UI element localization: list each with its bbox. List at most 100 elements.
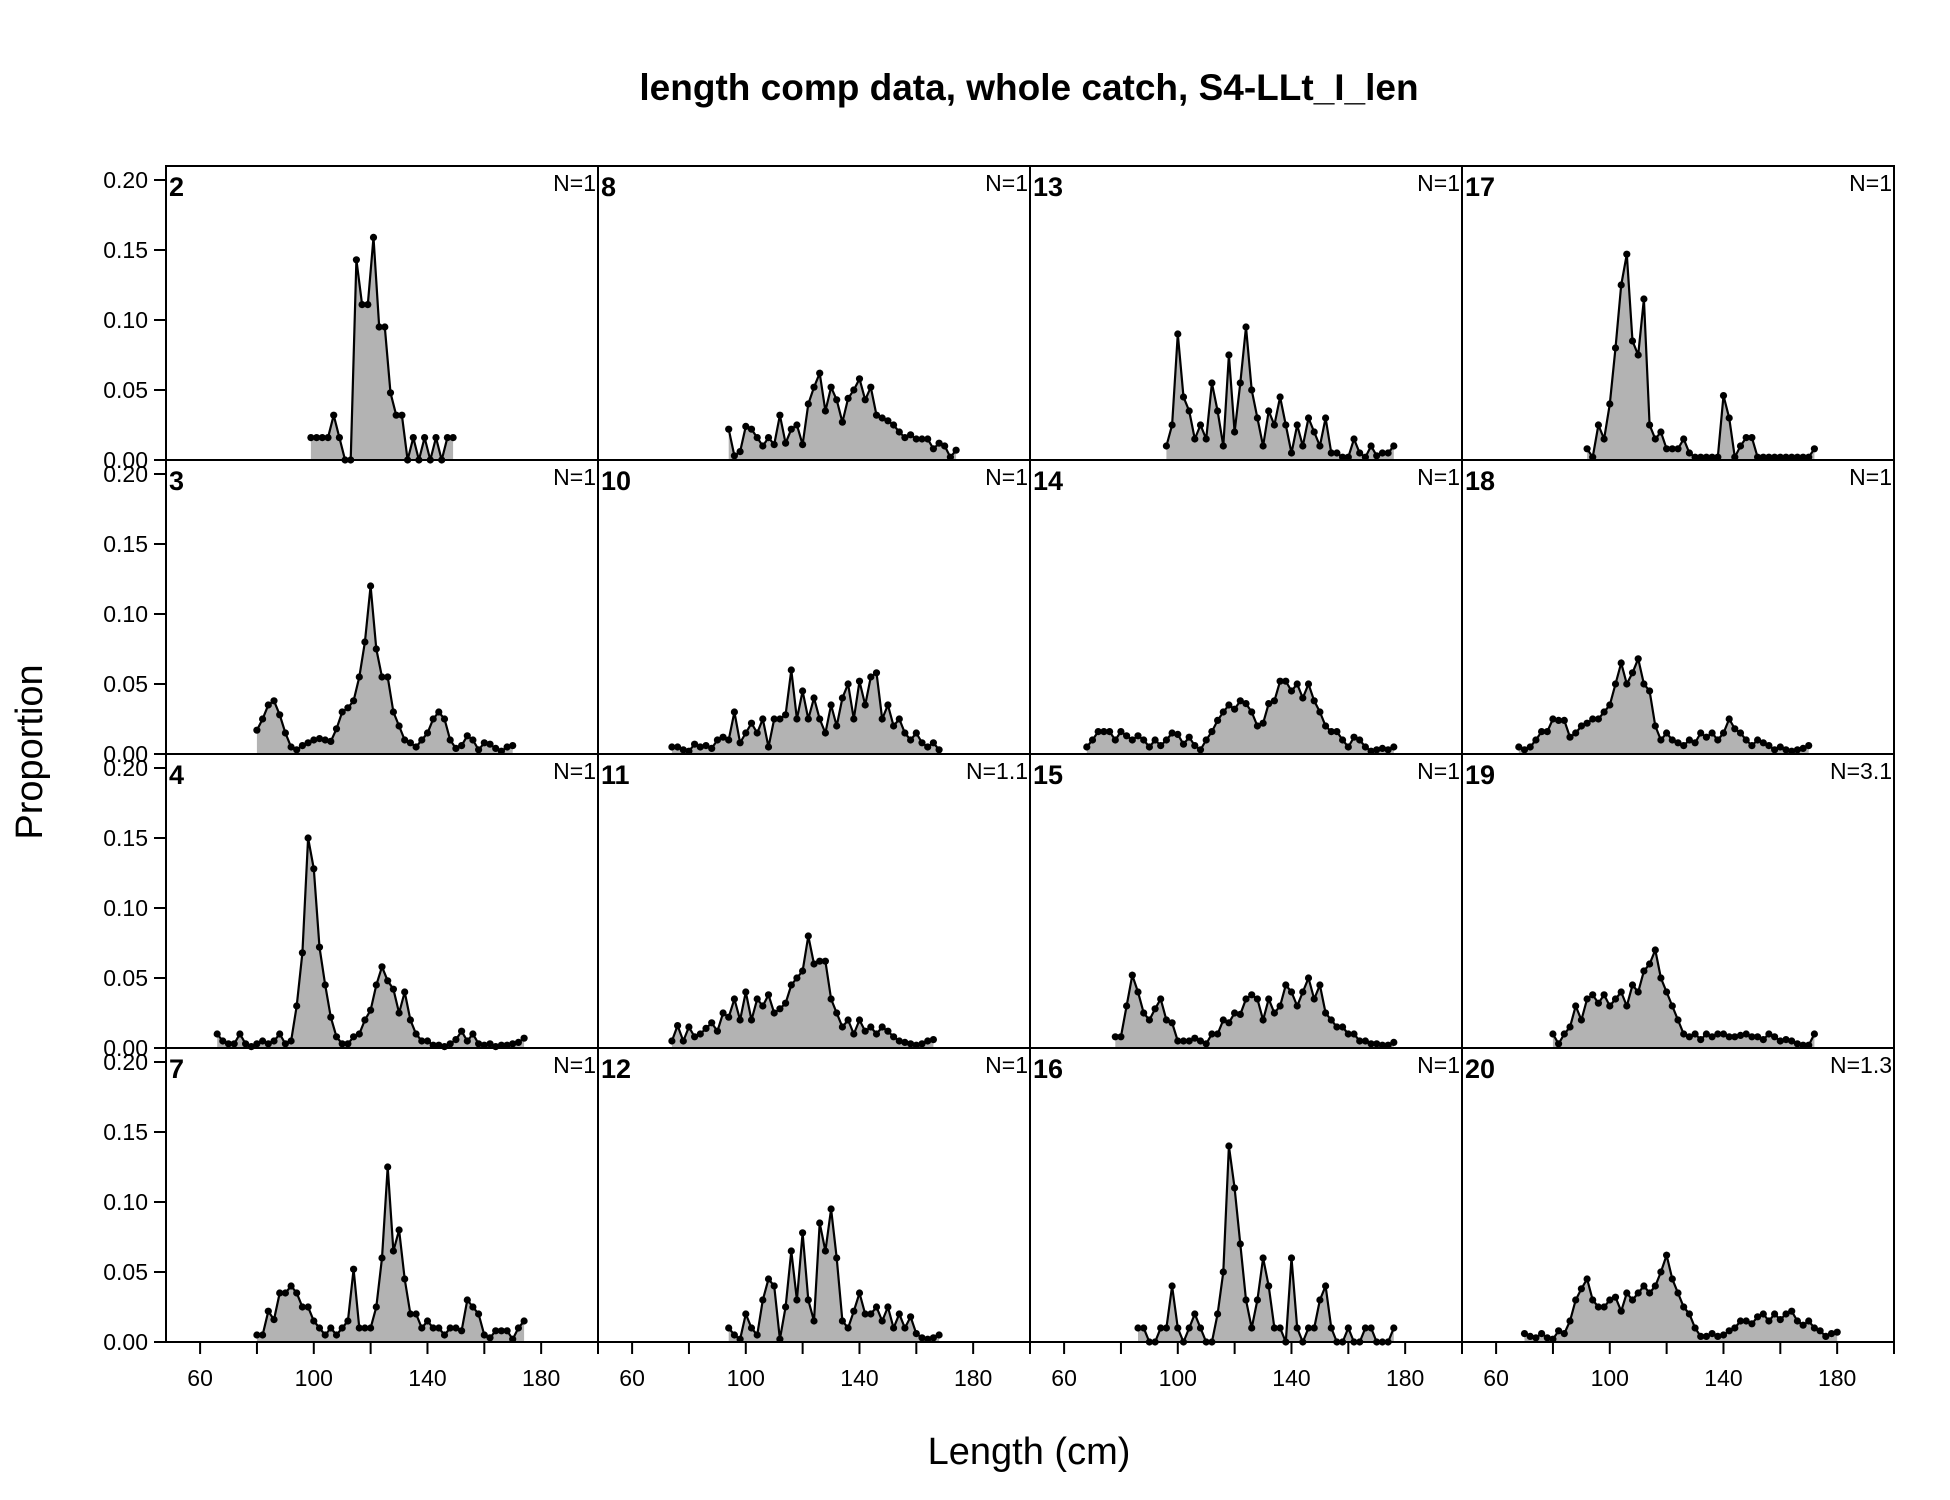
data-point [827, 383, 835, 391]
data-point [787, 425, 795, 433]
data-point [1293, 421, 1301, 429]
data-point [1810, 1030, 1818, 1038]
data-point [1697, 1332, 1705, 1340]
panel-n-label: N=1 [1417, 758, 1460, 784]
data-point [1356, 1037, 1364, 1045]
panel-n-label: N=1 [553, 1052, 596, 1078]
data-point [1623, 1289, 1631, 1297]
data-point [1253, 1296, 1261, 1304]
data-point [1100, 728, 1108, 736]
data-point [1594, 1303, 1602, 1311]
y-tick-label: 0.00 [103, 447, 148, 473]
data-point [827, 995, 835, 1003]
data-point [668, 1037, 676, 1045]
data-point [872, 1303, 881, 1311]
data-point [1225, 1019, 1233, 1027]
data-point [1123, 1002, 1131, 1010]
panel-n-label: N=1 [553, 758, 596, 784]
data-point [361, 638, 369, 646]
data-point [878, 1023, 886, 1031]
data-point [224, 1040, 233, 1048]
data-point [1361, 1037, 1369, 1045]
data-point [389, 985, 397, 993]
data-point [327, 737, 335, 745]
data-point [759, 1296, 767, 1304]
data-point [816, 957, 824, 965]
panel-n-label: N=1 [1417, 1052, 1460, 1078]
panel-frame [1461, 753, 1895, 1049]
data-point [1322, 1282, 1330, 1290]
data-point [1560, 1330, 1568, 1338]
data-point [350, 1033, 358, 1041]
data-point [708, 744, 716, 752]
data-point [298, 1303, 306, 1311]
data-point [1157, 995, 1165, 1003]
data-point [1208, 728, 1216, 736]
data-point [1617, 1307, 1625, 1315]
data-point [1742, 434, 1750, 442]
data-point [364, 301, 372, 309]
data-point [1322, 414, 1330, 422]
data-point [827, 1205, 835, 1213]
panel-area [1138, 1146, 1394, 1342]
data-point [1799, 1321, 1807, 1329]
x-tick-label: 100 [727, 1365, 765, 1391]
data-point [1611, 995, 1620, 1003]
data-point [276, 1289, 284, 1297]
data-point [386, 389, 395, 397]
data-point [935, 1331, 943, 1339]
data-point [1640, 680, 1648, 688]
data-point [929, 1334, 937, 1342]
data-point [770, 715, 778, 723]
data-point [1697, 1036, 1705, 1044]
data-point [764, 1275, 773, 1283]
data-point [1663, 729, 1671, 737]
panel-frame [1461, 459, 1895, 755]
data-point [469, 1030, 477, 1038]
data-point [1378, 449, 1386, 457]
data-point [1202, 435, 1210, 443]
data-point [867, 383, 875, 391]
data-point [1322, 722, 1330, 730]
data-point [1191, 1034, 1199, 1042]
data-point [435, 708, 443, 716]
data-point [287, 1037, 295, 1045]
y-tick-label: 0.00 [103, 741, 148, 767]
data-point [1651, 1282, 1659, 1290]
data-point [440, 1331, 449, 1339]
data-point [287, 1282, 295, 1290]
data-point [1242, 995, 1250, 1003]
data-point [463, 1037, 471, 1045]
panel-n-label: N=1 [985, 1052, 1028, 1078]
data-point [1214, 1030, 1222, 1038]
data-point [1265, 995, 1273, 1003]
data-point [1725, 1033, 1733, 1041]
data-point [1583, 995, 1591, 1003]
data-point [890, 1324, 898, 1332]
data-point [1299, 442, 1307, 450]
panel-4: 4 N=1 [165, 753, 599, 1051]
data-point [1759, 739, 1767, 747]
data-point [520, 1034, 528, 1042]
data-point [1793, 1317, 1801, 1325]
data-point [821, 1247, 829, 1255]
panel-frame [1461, 165, 1895, 461]
data-point [392, 411, 400, 419]
data-point [1702, 733, 1710, 741]
data-point [1623, 680, 1631, 688]
data-point [1816, 1327, 1824, 1335]
x-tick-label: 180 [1386, 1365, 1424, 1391]
data-point [844, 1016, 852, 1024]
y-tick-label: 0.20 [103, 167, 148, 193]
x-tick-label: 140 [408, 1365, 446, 1391]
data-point [1583, 719, 1591, 727]
panel-15: 15 N=1 [1029, 753, 1463, 1049]
data-point [369, 233, 378, 241]
data-point [1327, 1324, 1335, 1332]
data-point [1168, 729, 1176, 737]
data-point [270, 1037, 278, 1045]
data-point [298, 742, 306, 750]
data-point [918, 739, 926, 747]
data-point [725, 1324, 733, 1332]
panel-n-label: N=1 [985, 170, 1028, 196]
